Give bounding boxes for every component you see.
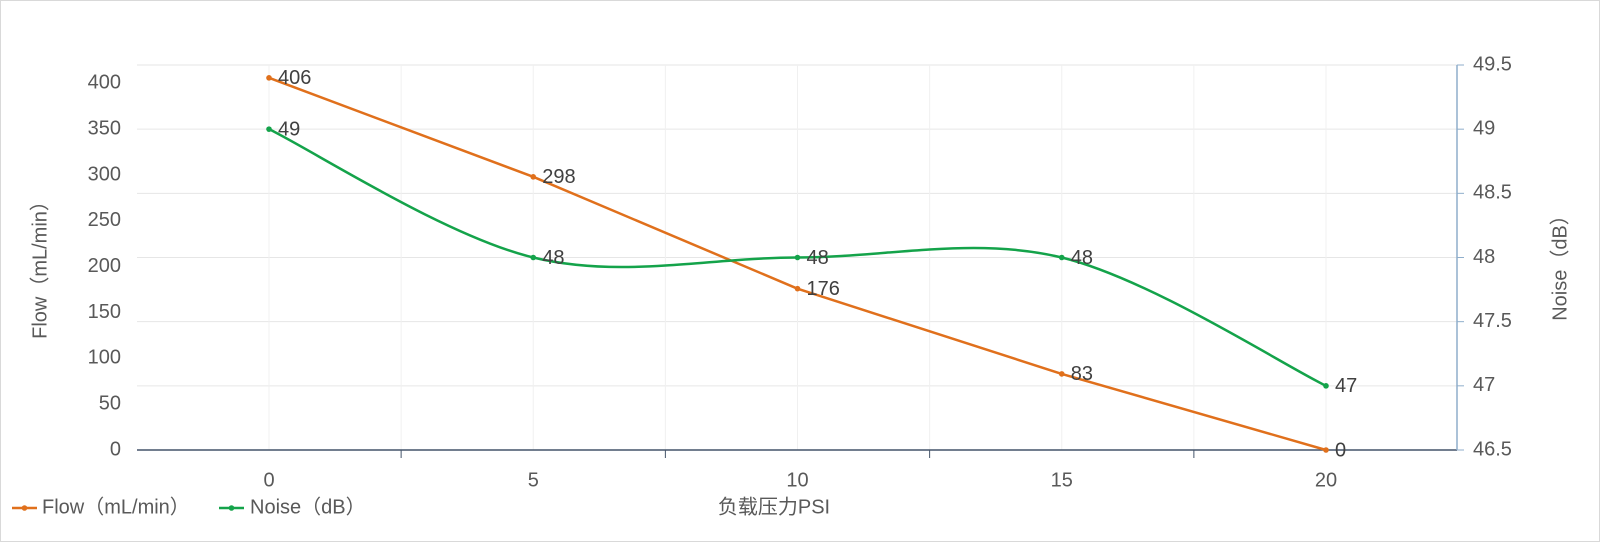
noise-data-label: 48 [1071, 247, 1093, 269]
right-tick-label: 49 [1473, 117, 1495, 139]
flow-data-label: 406 [278, 67, 311, 89]
flow-data-point [1323, 447, 1329, 453]
legend-noise-marker [228, 505, 235, 511]
legend-item-noise: Noise（dB） [219, 495, 366, 518]
left-tick-label: 200 [88, 255, 121, 277]
noise-data-point [266, 126, 272, 132]
legend-flow-marker [21, 505, 28, 511]
flow-data-label: 176 [807, 278, 840, 300]
left-axis-ticks: 0 50 100 150 200 250 300 350 400 [88, 72, 121, 461]
x-tick-label: 0 [263, 469, 274, 491]
right-tick-label: 46.5 [1473, 438, 1512, 460]
noise-data-point [794, 254, 801, 261]
right-tick-label: 49.5 [1473, 53, 1512, 75]
left-tick-label: 150 [88, 301, 121, 323]
legend-item-flow: Flow（mL/min） [12, 495, 190, 518]
flow-data-point [794, 285, 801, 292]
y-right-axis-title: Noise（dB） [1548, 205, 1571, 321]
noise-data-label: 49 [278, 118, 300, 140]
noise-data-point [530, 254, 537, 261]
flow-data-point [1058, 371, 1065, 377]
flow-data-label: 298 [542, 166, 575, 188]
right-tick-label: 48.5 [1473, 182, 1512, 204]
noise-data-label: 47 [1335, 375, 1357, 397]
left-tick-label: 400 [88, 72, 121, 94]
noise-data-point [1323, 383, 1329, 389]
right-tick-label: 47.5 [1473, 310, 1512, 332]
series-layer [266, 75, 1329, 453]
x-axis-title: 负载压力PSI [718, 495, 830, 518]
left-tick-label: 0 [110, 438, 121, 460]
right-axis-ticks: 46.5 47 47.5 48 48.5 49 49.5 [1457, 53, 1512, 460]
y-left-axis-title: Flow（mL/min） [28, 191, 51, 339]
x-axis-ticks: 0 5 10 15 20 [263, 450, 1337, 491]
right-tick-label: 47 [1473, 374, 1495, 396]
left-tick-label: 300 [88, 163, 121, 185]
legend: Flow（mL/min） Noise（dB） [12, 495, 366, 518]
x-tick-label: 10 [786, 469, 808, 491]
flow-data-point [266, 75, 272, 81]
x-tick-label: 20 [1315, 469, 1337, 491]
left-tick-label: 250 [88, 209, 121, 231]
noise-data-label: 48 [807, 247, 829, 269]
flow-data-label: 0 [1335, 439, 1346, 461]
x-tick-label: 5 [528, 469, 539, 491]
data-labels: 406 298 176 83 0 49 48 48 48 47 [278, 67, 1357, 461]
right-tick-label: 48 [1473, 246, 1495, 268]
left-tick-label: 350 [88, 117, 121, 139]
left-tick-label: 50 [99, 392, 121, 414]
flow-data-point [530, 174, 537, 180]
noise-data-label: 48 [542, 247, 564, 269]
flow-data-label: 83 [1071, 363, 1093, 385]
left-tick-label: 100 [88, 347, 121, 369]
x-tick-label: 15 [1051, 469, 1073, 491]
legend-flow-label: Flow（mL/min） [42, 495, 190, 518]
noise-data-point [1058, 254, 1065, 261]
legend-noise-label: Noise（dB） [250, 495, 366, 518]
